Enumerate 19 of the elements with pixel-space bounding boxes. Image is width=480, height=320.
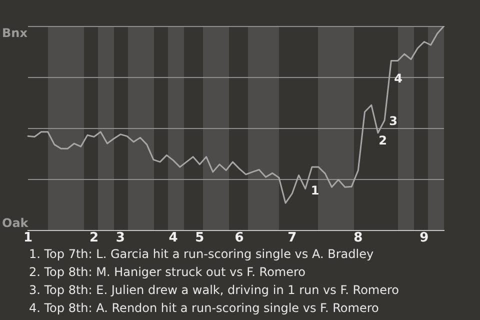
x-tick-label: 3 <box>116 230 125 246</box>
x-tick-label: 2 <box>90 230 99 246</box>
text: 4. Top 8th: A. Rendon hit a run-scoring single vs F. Romero <box>29 300 380 317</box>
annotation: 3 <box>389 114 398 128</box>
x-tick-label: 8 <box>354 230 363 246</box>
x-tick-label: 6 <box>234 230 244 246</box>
text: Bnx <box>2 26 28 40</box>
annotation: 4 <box>394 71 402 86</box>
annotation: 2 <box>378 134 388 148</box>
x-tick-label: 9 <box>420 230 429 246</box>
annotation: Oak <box>2 216 28 230</box>
x-tick-label: 4 <box>168 230 178 246</box>
x-tick-label: 5 <box>195 230 204 246</box>
text: 2. Top 8th: M. Haniger struck out vs F. Romero <box>29 264 306 281</box>
x-tick-label: 7 <box>288 230 297 246</box>
text: 1. Top 7th: L. Garcia hit a run-scoring single vs A. Bradley <box>29 246 375 263</box>
text: 3. Top 8th: E. Julien drew a walk, driving in 1 run vs F. Romero <box>29 282 400 299</box>
x-tick-label: 1 <box>23 230 33 246</box>
annotation: 1 <box>310 184 320 198</box>
